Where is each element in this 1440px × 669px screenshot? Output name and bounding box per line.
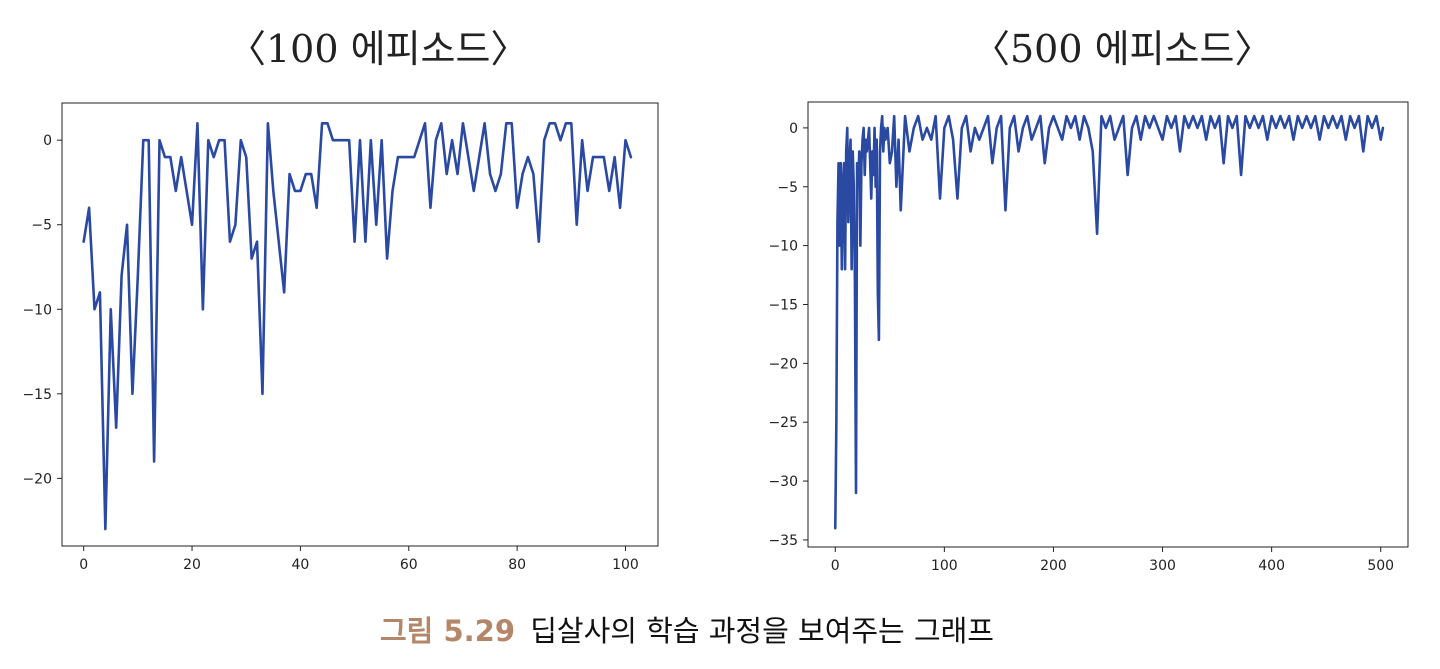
chart-title-100-episodes: 〈100 에피소드〉: [228, 27, 529, 71]
y-tick-label: −5: [777, 180, 798, 196]
reward-chart-500-episodes: 0 100 200 300 400 500 0 −5 −10 −15 −20 −25 −30 −35: [768, 101, 1409, 574]
axes-frame: [61, 102, 659, 547]
x-tick-label: 300: [1149, 558, 1176, 574]
x-tick-label: 100: [931, 558, 958, 574]
y-tick-label: 0: [43, 133, 52, 149]
y-tick-label: 0: [789, 121, 798, 137]
x-tick-label: 200: [1040, 558, 1067, 574]
y-tick-label: −15: [768, 297, 798, 313]
x-tick-label: 100: [612, 557, 639, 573]
figure-caption-label: 그림 5.29: [380, 614, 516, 648]
x-tick-label: 500: [1367, 558, 1394, 574]
y-tick-label: −20: [22, 471, 52, 487]
x-tick-label: 0: [79, 557, 88, 573]
y-tick-label: −25: [768, 415, 798, 431]
x-tick-label: 80: [508, 557, 526, 573]
y-tick-label: −10: [768, 239, 798, 255]
y-tick-label: −15: [22, 387, 52, 403]
reward-series-line: [82, 121, 633, 531]
x-tick-label: 400: [1258, 558, 1285, 574]
reward-series-line: [833, 114, 1385, 530]
figure-caption: 그림 5.29 딥살사의 학습 과정을 보여주는 그래프: [380, 608, 994, 650]
y-tick-label: −35: [768, 533, 798, 549]
x-tick-label: 0: [831, 558, 840, 574]
figure-caption-text: 딥살사의 학습 과정을 보여주는 그래프: [530, 614, 994, 648]
y-tick-label: −10: [22, 302, 52, 318]
y-tick-label: −20: [768, 356, 798, 372]
y-tick-label: −5: [31, 218, 52, 234]
axes-frame: [807, 101, 1409, 548]
x-tick-label: 60: [400, 557, 418, 573]
chart-title-500-episodes: 〈500 에피소드〉: [972, 27, 1273, 71]
reward-chart-100-episodes: 0 20 40 60 80 100 0 −5 −10 −15 −20: [22, 102, 659, 573]
y-tick-label: −30: [768, 474, 798, 490]
x-tick-label: 40: [291, 557, 309, 573]
x-tick-label: 20: [183, 557, 201, 573]
